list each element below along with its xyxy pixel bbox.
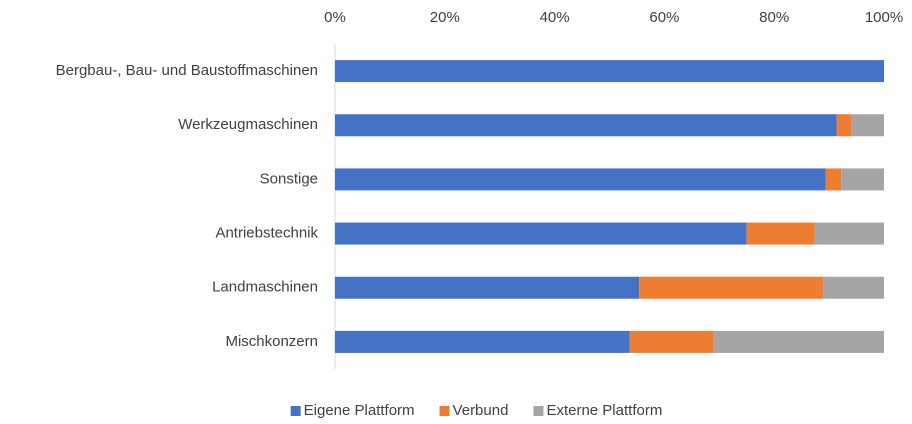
legend-swatch [290,406,301,416]
y-tick-label: Sonstige [260,170,318,187]
x-tick-label: 100% [865,9,903,26]
y-tick-label: Antriebstechnik [215,225,318,242]
y-tick-label: Landmaschinen [212,279,318,296]
bar-segment [823,276,884,299]
y-tick-label: Bergbau-, Bau- und Baustoffmaschinen [56,62,318,79]
x-tick-label: 40% [540,9,570,26]
legend-label: Verbund [453,402,509,419]
x-tick-label: 0% [324,9,346,26]
legend-label: Eigene Plattform [304,402,415,419]
bar-segment [335,330,630,353]
bar-segment [713,330,884,353]
bar-segment [629,330,714,353]
bar-segment [335,276,640,299]
x-tick-label: 20% [430,9,460,26]
legend-swatch [533,406,544,416]
legend-swatch [439,406,450,416]
bar-segment [746,222,815,245]
x-tick-label: 60% [649,9,679,26]
bar-segment [851,114,884,137]
bar-segment [639,276,824,299]
bar-segment [836,114,852,137]
bar-segment [814,222,884,245]
legend-label: Externe Plattform [546,402,662,419]
bar-segment [825,168,842,191]
bar-segment [335,60,884,83]
x-tick-label: 80% [759,9,789,26]
bar-segment [335,222,747,245]
y-tick-label: Mischkonzern [225,333,318,350]
bar-segment [335,114,837,137]
y-tick-label: Werkzeugmaschinen [178,116,318,133]
bar-segment [335,168,826,191]
bar-segment [841,168,884,191]
